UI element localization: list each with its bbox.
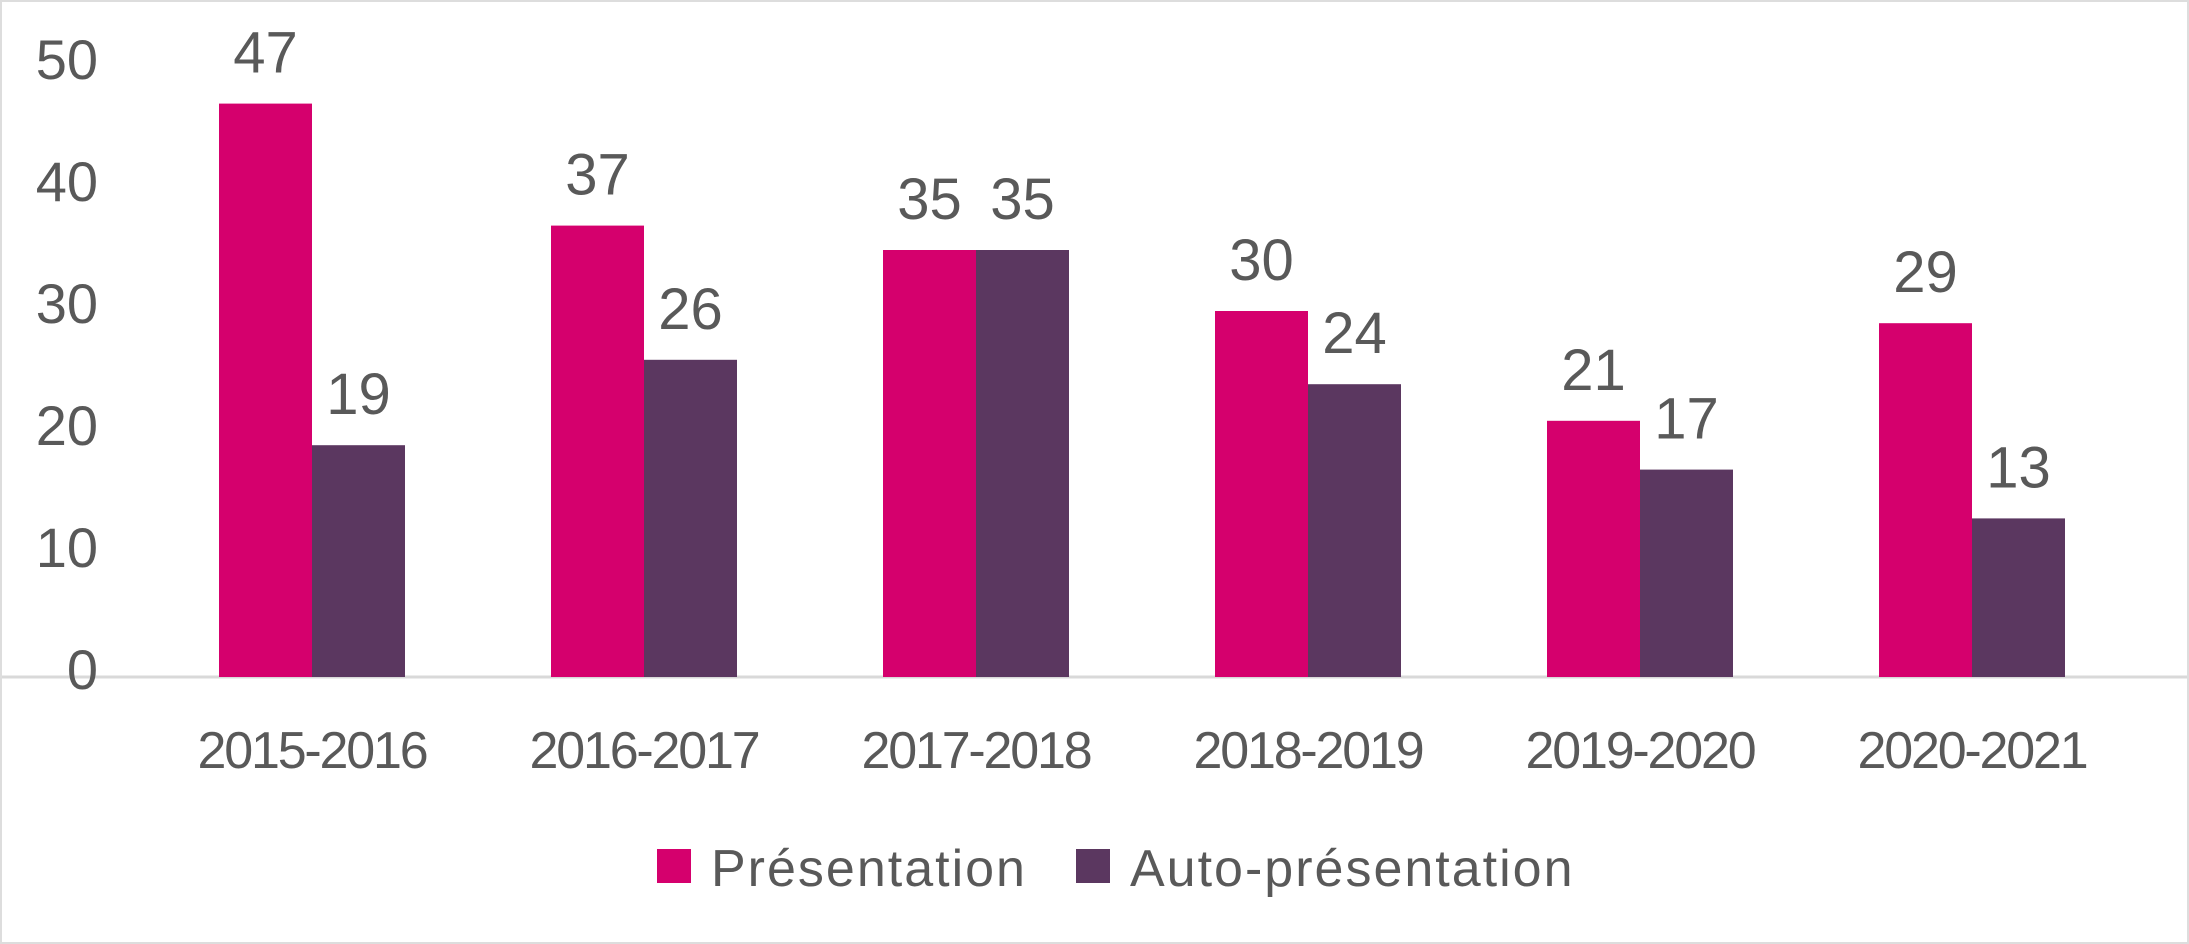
svg-text:2016-2017: 2016-2017 [530,722,759,780]
svg-text:17: 17 [1654,387,1719,452]
svg-text:Présentation: Présentation [711,840,1027,898]
svg-text:30: 30 [1229,228,1294,293]
svg-text:30: 30 [36,272,98,335]
svg-text:29: 29 [1893,240,1958,305]
svg-text:2015-2016: 2015-2016 [198,722,427,780]
svg-text:2018-2019: 2018-2019 [1194,722,1423,780]
svg-text:37: 37 [565,143,630,208]
svg-text:40: 40 [36,150,98,213]
svg-text:Auto-présentation: Auto-présentation [1130,840,1575,898]
svg-text:35: 35 [897,167,962,232]
svg-text:35: 35 [990,167,1055,232]
svg-text:2019-2020: 2019-2020 [1526,722,1755,780]
svg-text:13: 13 [1986,435,2051,500]
svg-text:2020-2021: 2020-2021 [1858,722,2087,780]
svg-text:2017-2018: 2017-2018 [862,722,1091,780]
svg-text:50: 50 [36,28,98,91]
svg-text:10: 10 [36,516,98,579]
svg-text:26: 26 [658,277,723,342]
svg-text:24: 24 [1322,301,1387,366]
svg-text:21: 21 [1561,338,1626,403]
svg-text:20: 20 [36,394,98,457]
svg-text:19: 19 [326,362,391,427]
svg-text:0: 0 [67,638,98,701]
svg-text:47: 47 [233,21,298,86]
